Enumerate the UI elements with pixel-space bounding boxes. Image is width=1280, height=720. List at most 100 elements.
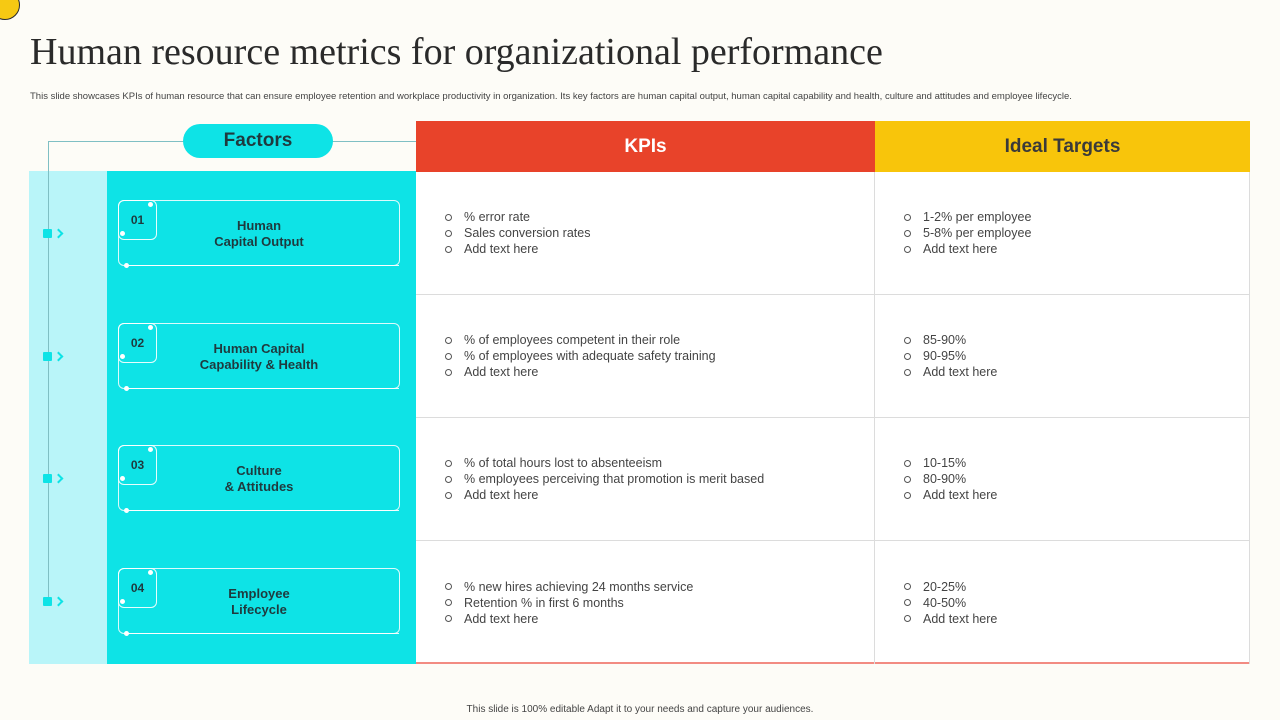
list-item: Sales conversion rates <box>445 225 590 241</box>
bullet-icon <box>904 475 911 483</box>
dot-icon <box>148 447 153 452</box>
kpi-cell: % error rate Sales conversion rates Add … <box>416 172 875 295</box>
list-item: Add text here <box>904 364 997 380</box>
list-item: Add text here <box>445 241 590 257</box>
connector-line <box>48 141 49 603</box>
dot-icon <box>120 231 125 236</box>
factor-label: Culture & Attitudes <box>224 463 294 494</box>
factors-header: Factors <box>183 124 333 158</box>
factor-number: 04 <box>118 568 157 608</box>
target-cell: 20-25% 40-50% Add text here <box>875 541 1250 664</box>
list-item: Retention % in first 6 months <box>445 595 693 611</box>
list-item: 80-90% <box>904 471 997 487</box>
list-item: 20-25% <box>904 579 997 595</box>
bullet-icon <box>445 336 452 344</box>
list-item: % new hires achieving 24 months service <box>445 579 693 595</box>
bullet-icon <box>904 491 911 499</box>
list-item: Add text here <box>904 241 1031 257</box>
list-item: Add text here <box>445 487 764 503</box>
factor-label: Employee Lifecycle <box>228 586 290 617</box>
factor-card: 02 Human Capital Capability & Health <box>118 323 400 391</box>
bullet-icon <box>904 459 911 467</box>
targets-header: Ideal Targets <box>875 121 1250 172</box>
list-item: Add text here <box>445 611 693 627</box>
divider <box>127 388 399 389</box>
list-item: % of employees with adequate safety trai… <box>445 348 716 364</box>
arrow-marker-icon <box>43 595 67 607</box>
bullet-icon <box>904 213 911 221</box>
factor-label: Human Capital Output <box>214 218 304 249</box>
kpis-header: KPIs <box>416 121 875 172</box>
list-item: 90-95% <box>904 348 997 364</box>
factor-card: 03 Culture & Attitudes <box>118 445 400 513</box>
bullet-icon <box>904 368 911 376</box>
factor-label: Human Capital Capability & Health <box>199 341 319 372</box>
connector-line <box>332 141 416 142</box>
factor-card: 04 Employee Lifecycle <box>118 568 400 636</box>
dot-icon <box>124 631 129 636</box>
dot-icon <box>148 570 153 575</box>
bullet-icon <box>904 352 911 360</box>
bullet-icon <box>904 599 911 606</box>
bullet-icon <box>445 599 452 606</box>
dot-icon <box>120 599 125 604</box>
page-subtitle: This slide showcases KPIs of human resou… <box>30 91 1072 102</box>
bullet-icon <box>445 213 452 221</box>
list-item: 85-90% <box>904 332 997 348</box>
list-item: % of employees competent in their role <box>445 332 716 348</box>
timeline-strip <box>29 171 107 664</box>
dot-icon <box>148 202 153 207</box>
bullet-icon <box>445 459 452 467</box>
dot-icon <box>124 386 129 391</box>
divider <box>127 510 399 511</box>
list-item: 1-2% per employee <box>904 209 1031 225</box>
dot-icon <box>120 354 125 359</box>
divider <box>127 633 399 634</box>
kpi-cell: % new hires achieving 24 months service … <box>416 541 875 664</box>
list-item: 10-15% <box>904 455 997 471</box>
bullet-icon <box>445 475 452 483</box>
page-title: Human resource metrics for organizationa… <box>30 31 883 73</box>
list-item: % of total hours lost to absenteeism <box>445 455 764 471</box>
bullet-icon <box>904 615 911 622</box>
list-item: Add text here <box>445 364 716 380</box>
corner-decoration <box>0 0 20 20</box>
list-item: Add text here <box>904 611 997 627</box>
factor-card: 01 Human Capital Output <box>118 200 400 268</box>
bullet-icon <box>445 583 452 590</box>
target-cell: 10-15% 80-90% Add text here <box>875 418 1250 541</box>
list-item: 40-50% <box>904 595 997 611</box>
target-cell: 85-90% 90-95% Add text here <box>875 295 1250 418</box>
bullet-icon <box>904 336 911 344</box>
kpi-cell: % of total hours lost to absenteeism % e… <box>416 418 875 541</box>
bullet-icon <box>445 491 452 499</box>
list-item: % employees perceiving that promotion is… <box>445 471 764 487</box>
arrow-marker-icon <box>43 227 67 239</box>
factors-column <box>107 171 416 664</box>
list-item: 5-8% per employee <box>904 225 1031 241</box>
factor-number: 01 <box>118 200 157 240</box>
bullet-icon <box>445 229 452 237</box>
bullet-icon <box>445 368 452 376</box>
bullet-icon <box>904 583 911 590</box>
bullet-icon <box>445 245 452 253</box>
dot-icon <box>120 476 125 481</box>
divider <box>127 265 399 266</box>
list-item: % error rate <box>445 209 590 225</box>
dot-icon <box>124 508 129 513</box>
footer-note: This slide is 100% editable Adapt it to … <box>466 704 814 715</box>
kpi-cell: % of employees competent in their role %… <box>416 295 875 418</box>
factor-number: 02 <box>118 323 157 363</box>
kpi-table: % error rate Sales conversion rates Add … <box>416 172 1250 664</box>
list-item: Add text here <box>904 487 997 503</box>
connector-line <box>48 141 184 142</box>
dot-icon <box>148 325 153 330</box>
bullet-icon <box>904 229 911 237</box>
bullet-icon <box>904 245 911 253</box>
bullet-icon <box>445 615 452 622</box>
dot-icon <box>124 263 129 268</box>
target-cell: 1-2% per employee 5-8% per employee Add … <box>875 172 1250 295</box>
factor-number: 03 <box>118 445 157 485</box>
arrow-marker-icon <box>43 472 67 484</box>
bullet-icon <box>445 352 452 360</box>
